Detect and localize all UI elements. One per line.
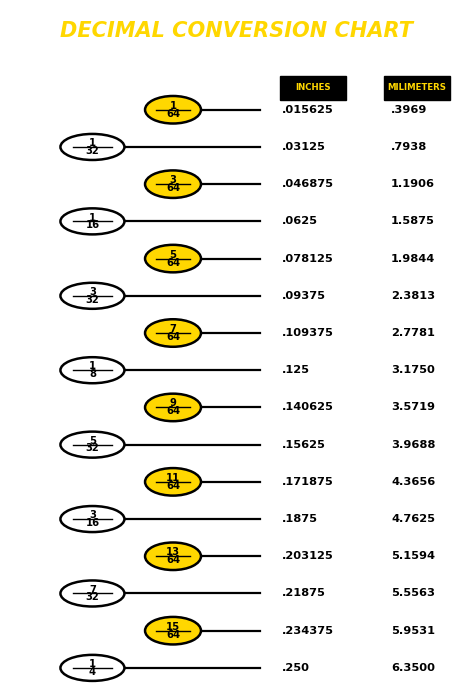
Text: 64: 64	[166, 183, 180, 193]
FancyBboxPatch shape	[280, 76, 346, 100]
Text: .015625: .015625	[282, 104, 334, 115]
Text: 5.9531: 5.9531	[391, 626, 435, 635]
Text: 5.5563: 5.5563	[391, 589, 435, 599]
Text: 3: 3	[170, 175, 176, 185]
Text: 4.3656: 4.3656	[391, 477, 435, 487]
Ellipse shape	[61, 506, 124, 532]
Ellipse shape	[61, 208, 124, 235]
Text: 1.1906: 1.1906	[391, 179, 435, 189]
Text: .140625: .140625	[282, 402, 334, 413]
Text: INCHES: INCHES	[295, 84, 331, 93]
Text: 3.9688: 3.9688	[391, 440, 436, 450]
Text: 64: 64	[166, 406, 180, 416]
Text: .171875: .171875	[282, 477, 334, 487]
Text: 3: 3	[89, 287, 96, 297]
Text: 2.3813: 2.3813	[391, 291, 435, 301]
Text: .3969: .3969	[391, 104, 428, 115]
Text: 15: 15	[166, 622, 180, 632]
Text: 7: 7	[170, 324, 176, 334]
Text: 11: 11	[166, 473, 180, 483]
Text: 64: 64	[166, 332, 180, 342]
Text: 4: 4	[89, 667, 96, 677]
Text: 4.7625: 4.7625	[391, 514, 435, 524]
Text: 8: 8	[89, 369, 96, 379]
Text: .203125: .203125	[282, 551, 334, 561]
Text: 3.5719: 3.5719	[391, 402, 435, 413]
Ellipse shape	[145, 468, 201, 496]
Ellipse shape	[145, 245, 201, 272]
Ellipse shape	[145, 542, 201, 570]
Text: .125: .125	[282, 365, 310, 375]
Text: .21875: .21875	[282, 589, 326, 599]
Text: 1.9844: 1.9844	[391, 253, 435, 264]
Text: 1: 1	[89, 139, 96, 148]
Text: .078125: .078125	[282, 253, 334, 264]
Ellipse shape	[145, 171, 201, 198]
Text: 1.5875: 1.5875	[391, 216, 435, 226]
Text: .234375: .234375	[282, 626, 334, 635]
Text: 1: 1	[89, 212, 96, 223]
Text: 32: 32	[85, 443, 100, 453]
Text: .15625: .15625	[282, 440, 326, 450]
Text: 1: 1	[89, 361, 96, 372]
Text: .7938: .7938	[391, 142, 427, 152]
Text: 64: 64	[166, 555, 180, 565]
Text: 1: 1	[169, 101, 177, 111]
Text: 1: 1	[89, 659, 96, 669]
Text: 5: 5	[170, 250, 176, 260]
Text: DECIMAL CONVERSION CHART: DECIMAL CONVERSION CHART	[61, 22, 413, 41]
Text: 32: 32	[85, 592, 100, 602]
Text: .03125: .03125	[282, 142, 326, 152]
Text: 64: 64	[166, 258, 180, 267]
Text: 64: 64	[166, 481, 180, 491]
Text: 64: 64	[166, 630, 180, 640]
Ellipse shape	[61, 283, 124, 309]
Text: 7: 7	[89, 585, 96, 594]
Text: 2.7781: 2.7781	[391, 328, 435, 338]
Text: 3.1750: 3.1750	[391, 365, 435, 375]
Ellipse shape	[145, 394, 201, 421]
Text: .046875: .046875	[282, 179, 334, 189]
Text: MILIMETERS: MILIMETERS	[388, 84, 447, 93]
Text: .09375: .09375	[282, 291, 326, 301]
Ellipse shape	[61, 655, 124, 681]
Text: 9: 9	[170, 398, 176, 409]
Text: 6.3500: 6.3500	[391, 663, 435, 673]
Ellipse shape	[145, 319, 201, 347]
Ellipse shape	[145, 617, 201, 644]
Text: 13: 13	[166, 547, 180, 557]
Text: 5: 5	[89, 436, 96, 446]
Text: 64: 64	[166, 109, 180, 119]
Ellipse shape	[61, 432, 124, 458]
Text: 3: 3	[89, 510, 96, 521]
FancyBboxPatch shape	[384, 76, 450, 100]
Ellipse shape	[61, 357, 124, 383]
Text: .0625: .0625	[282, 216, 318, 226]
Text: .250: .250	[282, 663, 310, 673]
Text: 5.1594: 5.1594	[391, 551, 435, 561]
Text: 16: 16	[85, 220, 100, 230]
Text: .1875: .1875	[282, 514, 318, 524]
Ellipse shape	[61, 580, 124, 606]
Ellipse shape	[61, 134, 124, 160]
Ellipse shape	[145, 96, 201, 123]
Text: 32: 32	[85, 145, 100, 156]
Text: 16: 16	[85, 518, 100, 528]
Text: .109375: .109375	[282, 328, 334, 338]
Text: 32: 32	[85, 294, 100, 305]
